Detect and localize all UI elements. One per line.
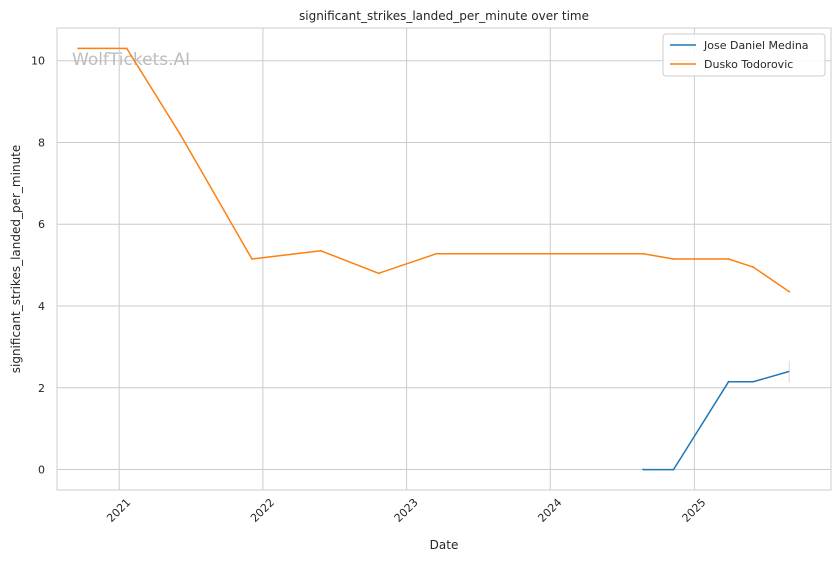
grid-lines [57,28,831,490]
data-point-dusko-todorovic [179,133,182,136]
series-layer [77,47,791,471]
y-tick-label: 2 [38,382,45,395]
chart-title: significant_strikes_landed_per_minute ov… [299,9,589,23]
y-axis-label: significant_strikes_landed_per_minute [9,145,23,374]
series-line-dusko-todorovic [78,47,790,293]
data-point-jose-daniel-medina [752,380,755,383]
data-point-dusko-todorovic [77,47,80,50]
legend-label-dusko-todorovic: Dusko Todorovic [704,58,793,71]
legend-label-jose-daniel-medina: Jose Daniel Medina [703,39,809,52]
data-point-jose-daniel-medina [642,468,645,471]
plot-frame [56,27,832,491]
watermark-text: WolfTickets.AI [72,50,190,70]
x-axis-label: Date [430,538,459,552]
data-point-jose-daniel-medina [672,468,675,471]
y-tick-label: 10 [31,55,45,68]
y-tick-label: 6 [38,218,45,231]
y-tick-label: 4 [38,300,45,313]
legend: Jose Daniel Medina Dusko Todorovic [662,33,826,77]
data-point-dusko-todorovic [752,266,755,269]
y-tick-label: 8 [38,136,45,149]
data-point-dusko-todorovic [435,252,438,255]
data-point-dusko-todorovic [250,258,253,260]
data-point-dusko-todorovic [377,272,380,275]
data-point-dusko-todorovic [672,258,675,260]
data-point-dusko-todorovic [319,249,322,252]
y-axis: 0 2 4 6 8 10 [31,55,45,477]
data-point-dusko-todorovic [788,290,791,293]
legend-box [662,33,826,77]
data-point-dusko-todorovic [727,258,730,260]
y-tick-label: 0 [38,464,45,477]
data-point-dusko-todorovic [125,47,128,50]
data-point-jose-daniel-medina [727,380,730,383]
data-point-dusko-todorovic [642,252,645,255]
